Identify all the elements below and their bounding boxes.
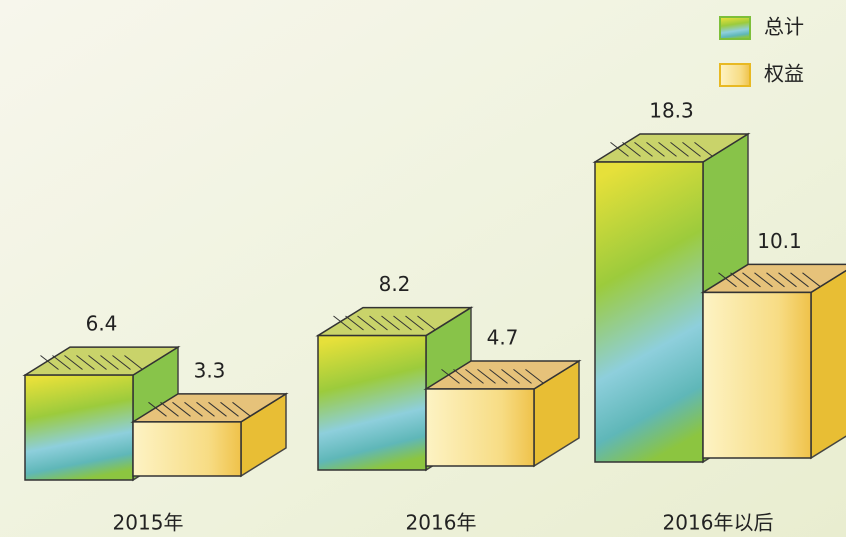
hatch — [670, 142, 689, 157]
hatch — [393, 315, 412, 331]
hatch — [124, 355, 143, 370]
hatch — [333, 315, 352, 331]
hatch — [441, 368, 460, 384]
legend-swatch — [719, 16, 751, 40]
bar — [423, 359, 582, 468]
bar-side — [810, 269, 846, 460]
hatch — [100, 355, 119, 370]
legend-label: 总计 — [764, 15, 804, 39]
x-tick-label: 2016年以后 — [663, 511, 774, 535]
hatch — [694, 142, 713, 157]
hatch — [658, 142, 677, 157]
hatch — [682, 142, 701, 157]
value-label: 6.4 — [86, 312, 118, 336]
hatch — [208, 401, 227, 417]
legend-swatch — [719, 63, 751, 87]
hatch — [220, 401, 239, 417]
hatch — [730, 272, 749, 288]
hatch — [453, 368, 472, 384]
hatch — [513, 368, 532, 384]
hatch — [501, 368, 520, 384]
hatch — [184, 401, 203, 417]
hatch — [40, 355, 59, 370]
hatch — [477, 368, 496, 384]
hatch — [76, 355, 95, 370]
hatch — [417, 315, 436, 331]
hatch — [196, 401, 215, 417]
hatch — [790, 272, 809, 288]
hatch — [172, 401, 191, 417]
value-label: 10.1 — [757, 229, 802, 253]
hatch — [64, 355, 83, 370]
bar-front — [594, 161, 704, 463]
hatch — [742, 272, 761, 288]
hatch — [610, 142, 629, 157]
hatch — [802, 272, 821, 288]
x-tick-label: 2015年 — [113, 511, 184, 535]
value-label: 18.3 — [649, 99, 694, 123]
hatch — [369, 315, 388, 331]
hatch — [465, 368, 484, 384]
value-label: 8.2 — [379, 272, 411, 296]
hatch — [754, 272, 773, 288]
hatch — [525, 368, 544, 384]
value-label: 4.7 — [487, 325, 519, 349]
hatch — [766, 272, 785, 288]
hatch — [357, 315, 376, 331]
bar-front — [317, 334, 427, 471]
hatch — [622, 142, 641, 157]
bar-front — [132, 421, 242, 477]
hatch — [778, 272, 797, 288]
x-tick-label: 2016年 — [406, 511, 477, 535]
hatch — [112, 355, 131, 370]
hatch — [345, 315, 364, 331]
hatch — [646, 142, 665, 157]
hatch — [52, 355, 71, 370]
bar — [700, 263, 846, 460]
hatch — [148, 401, 167, 417]
legend-label: 权益 — [764, 62, 804, 86]
hatch — [232, 401, 251, 417]
hatch — [381, 315, 400, 331]
hatch — [88, 355, 107, 370]
bar-front — [24, 374, 134, 481]
bar-front — [702, 291, 812, 459]
hatch — [718, 272, 737, 288]
hatch — [405, 315, 424, 331]
bar-front — [425, 388, 535, 467]
hatch — [634, 142, 653, 157]
hatch — [489, 368, 508, 384]
hatch — [160, 401, 179, 417]
value-label: 3.3 — [194, 358, 226, 382]
bar — [130, 392, 289, 478]
